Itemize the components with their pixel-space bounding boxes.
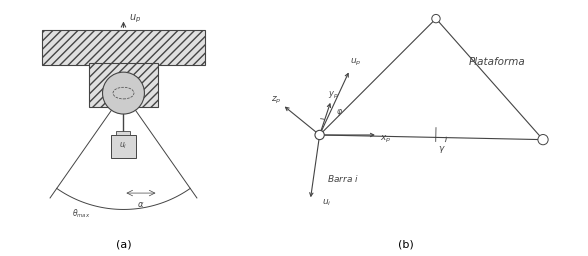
Text: $y_p$: $y_p$ [328,90,338,101]
Bar [89,63,158,107]
Text: $\gamma$: $\gamma$ [438,144,446,155]
Circle shape [538,134,548,145]
Text: $\alpha$: $\alpha$ [137,200,145,209]
Text: $z_p$: $z_p$ [270,95,281,106]
Circle shape [315,130,324,140]
Circle shape [432,14,440,23]
Text: $u_i$: $u_i$ [322,198,332,208]
Bar [111,135,136,158]
Bar [116,132,131,135]
Text: $u_i$: $u_i$ [119,141,128,151]
Text: $\varphi$: $\varphi$ [336,107,343,118]
Text: (a): (a) [116,239,131,249]
Circle shape [102,72,145,114]
Text: Barra $i$: Barra $i$ [326,173,359,184]
Text: Plataforma: Plataforma [469,57,525,67]
Text: $u_p$: $u_p$ [129,13,142,25]
Text: $x_p$: $x_p$ [380,134,392,145]
Text: $\theta_{max}$: $\theta_{max}$ [72,207,91,220]
Text: $u_p$: $u_p$ [350,57,361,69]
Text: (b): (b) [398,239,413,249]
Bar [42,30,205,65]
